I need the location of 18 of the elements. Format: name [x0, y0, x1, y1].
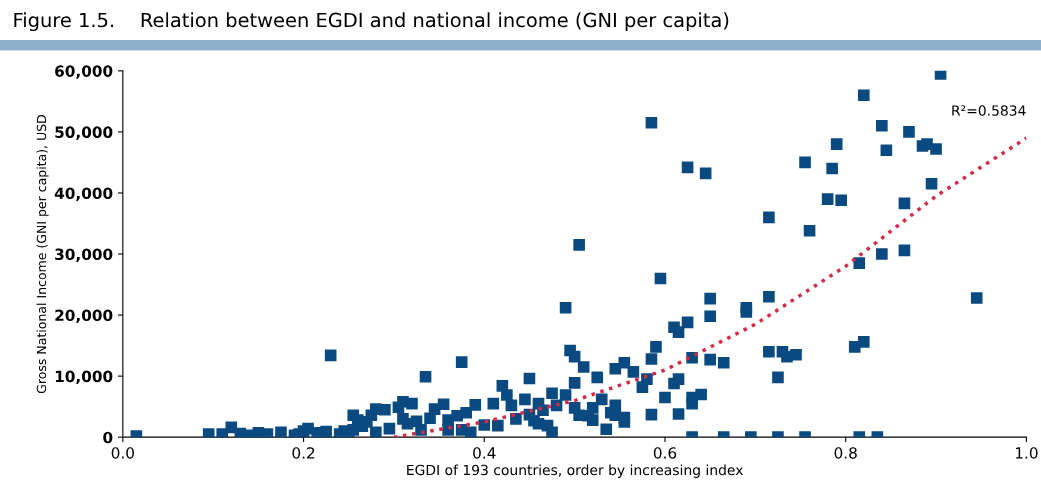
x-tick-label: 0.0	[111, 447, 134, 459]
x-tick-label: 0.2	[292, 447, 315, 459]
y-tick-label: 30,000	[55, 248, 113, 262]
x-tick-label: 1.0	[1015, 447, 1038, 459]
y-axis-title: Gross National Income (GNI per capita), USD	[36, 114, 49, 394]
x-axis-title: EGDI of 193 countries, order by increasing index	[407, 464, 743, 478]
annotation: R²=0.5834	[952, 105, 1026, 116]
y-tick-label: 40,000	[54, 187, 113, 201]
chart-title: Figure 1.5. Relation between EGDI and national income (GNI per capita)	[14, 12, 729, 32]
y-tick-label: 10,000	[55, 370, 113, 385]
y-tick-label: 0	[103, 431, 113, 444]
y-tick-label: 50,000	[55, 126, 113, 140]
line-series	[392, 136, 1027, 438]
y-tick-label: 20,000	[55, 309, 113, 324]
x-tick-label: 0.8	[834, 447, 857, 459]
x-tick-label: 0.4	[473, 447, 496, 459]
x-tick-label: 0.6	[653, 447, 677, 459]
y-tick-label: 60,000	[55, 65, 113, 79]
